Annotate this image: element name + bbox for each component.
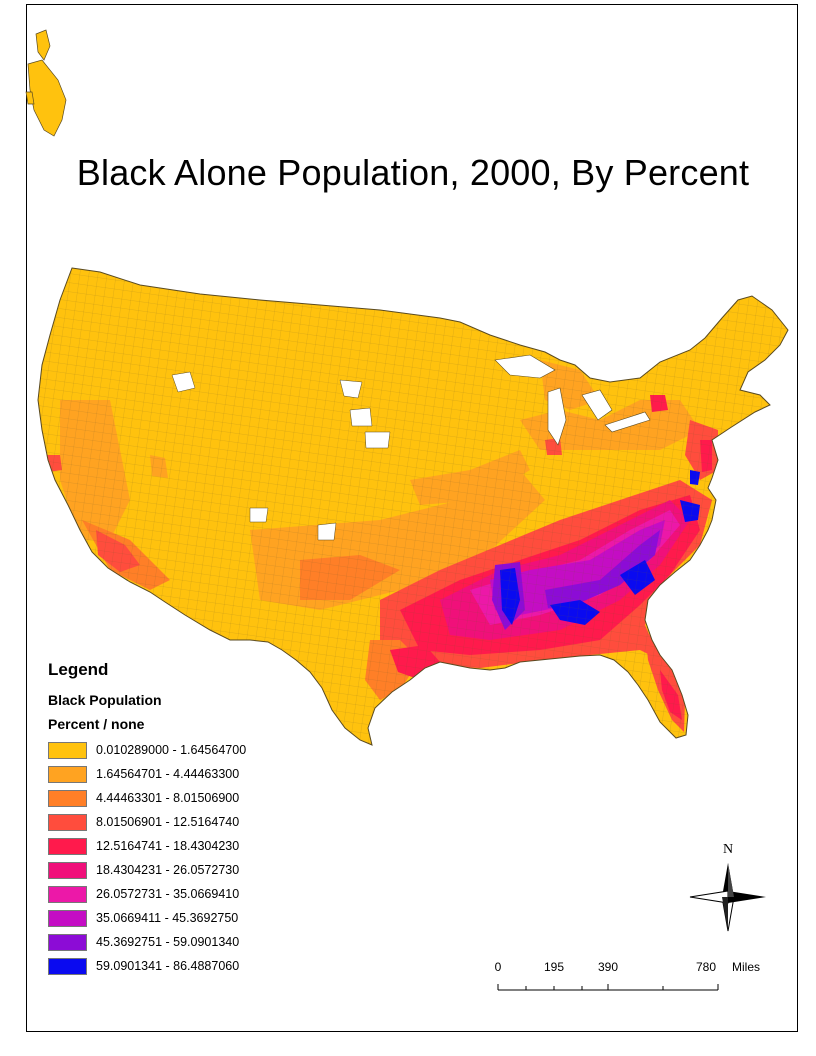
legend-row: 59.0901341 - 86.4887060 xyxy=(48,954,308,978)
scalebar: 0 195 390 780 Miles xyxy=(486,960,786,1000)
map-title: Black Alone Population, 2000, By Percent xyxy=(76,152,750,193)
legend-swatch xyxy=(48,741,87,759)
legend-row: 12.5164741 - 18.4304230 xyxy=(48,834,308,858)
legend-heading: Legend xyxy=(48,660,109,679)
alaska-fragment xyxy=(25,29,67,137)
lake-superior xyxy=(494,354,556,379)
legend-swatch xyxy=(48,789,87,807)
lake-erie xyxy=(604,411,651,433)
legend-label: 45.3692751 - 59.0901340 xyxy=(96,935,240,949)
legend-swatch xyxy=(48,957,87,975)
lake-huron xyxy=(581,389,613,421)
legend-swatch xyxy=(48,861,87,879)
legend-row: 4.44463301 - 8.01506900 xyxy=(48,786,308,810)
legend-row: 18.4304231 - 26.0572730 xyxy=(48,858,308,882)
legend-swatch xyxy=(48,909,87,927)
legend-swatch xyxy=(48,933,87,951)
no-data-areas xyxy=(171,371,391,541)
legend-label: 8.01506901 - 12.5164740 xyxy=(96,815,240,829)
legend-row: 35.0669411 - 45.3692750 xyxy=(48,906,308,930)
legend-swatch xyxy=(48,885,87,903)
scale-tick-label: 780 xyxy=(695,960,717,974)
legend-row: 1.64564701 - 4.44463300 xyxy=(48,762,308,786)
legend-label: 12.5164741 - 18.4304230 xyxy=(96,839,240,853)
lake-michigan xyxy=(547,387,567,446)
legend-swatch xyxy=(48,813,87,831)
legend-layer-name: Black Population xyxy=(48,692,162,708)
legend-swatch xyxy=(48,765,87,783)
legend-label: 0.010289000 - 1.64564700 xyxy=(96,743,247,757)
scalebar-graphic xyxy=(497,984,719,991)
legend-row: 26.0572731 - 35.0669410 xyxy=(48,882,308,906)
scale-tick-label: 195 xyxy=(543,960,565,974)
north-arrow: N xyxy=(688,842,768,938)
legend-row: 0.010289000 - 1.64564700 xyxy=(48,738,308,762)
scale-units: Miles xyxy=(732,960,761,974)
map-frame xyxy=(26,4,798,1032)
legend-label: 4.44463301 - 8.01506900 xyxy=(96,791,240,805)
scale-tick-label: 390 xyxy=(597,960,619,974)
north-arrow-letter: N xyxy=(722,842,734,857)
legend-label: 1.64564701 - 4.44463300 xyxy=(96,767,240,781)
legend-label: 59.0901341 - 86.4887060 xyxy=(96,959,240,973)
scale-tick-label: 0 xyxy=(494,960,502,974)
compass-rose xyxy=(689,863,766,932)
legend-row: 45.3692751 - 59.0901340 xyxy=(48,930,308,954)
legend-field-name: Percent / none xyxy=(48,716,145,732)
legend-row: 8.01506901 - 12.5164740 xyxy=(48,810,308,834)
legend-label: 35.0669411 - 45.3692750 xyxy=(96,911,239,925)
legend: Legend Black Population Percent / none 0… xyxy=(48,660,308,978)
legend-class-list: 0.010289000 - 1.64564700 1.64564701 - 4.… xyxy=(48,738,308,978)
legend-label: 18.4304231 - 26.0572730 xyxy=(96,863,240,877)
legend-swatch xyxy=(48,837,87,855)
legend-label: 26.0572731 - 35.0669410 xyxy=(96,887,240,901)
